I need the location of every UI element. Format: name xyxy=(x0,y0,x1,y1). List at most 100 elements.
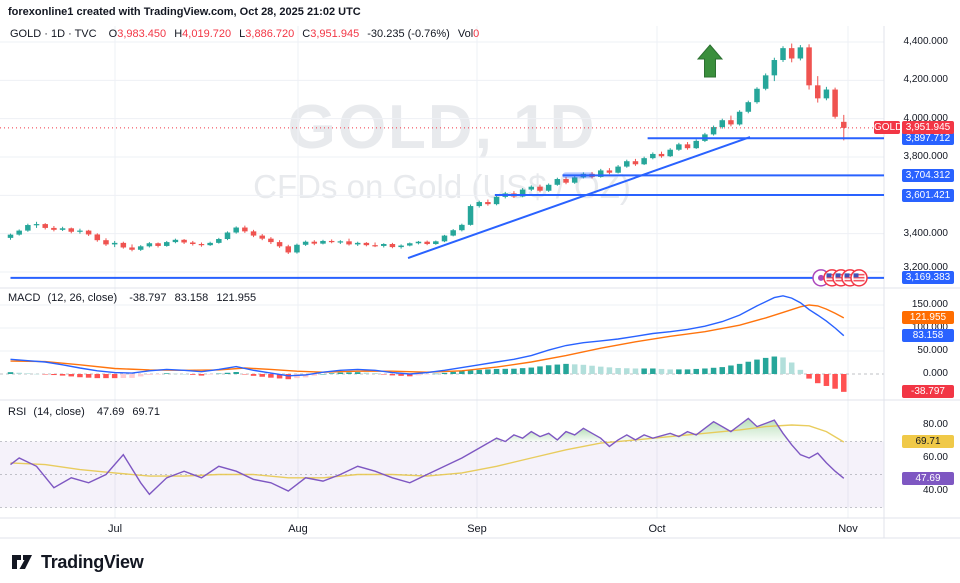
low-label: L xyxy=(239,28,246,40)
current-price-symbol-badge[interactable]: GOLD xyxy=(874,121,903,135)
candle-body xyxy=(320,240,326,244)
macd-histogram-bar xyxy=(337,372,344,374)
close-value: 3,951.945 xyxy=(310,28,360,40)
macd-histogram-bar xyxy=(728,365,734,374)
macd-histogram-bar xyxy=(719,367,726,374)
macd-histogram-bar xyxy=(181,374,187,375)
macd-histogram-bar xyxy=(207,374,213,375)
diagonal-trendline[interactable] xyxy=(407,136,751,259)
macd-histogram-bar xyxy=(841,374,847,392)
macd-histogram-bar xyxy=(242,374,248,375)
macd-histogram-bar xyxy=(33,373,40,375)
candle-body xyxy=(528,186,535,190)
rsi-value-badge[interactable]: 47.69 xyxy=(902,471,954,485)
macd-signal-value: 121.955 xyxy=(216,292,257,304)
rsi-overbought-fill xyxy=(492,438,504,442)
macd-title[interactable]: MACD xyxy=(8,292,41,304)
economic-event-flag-icon[interactable] xyxy=(850,269,868,287)
rsi-value-badge[interactable]: 69.71 xyxy=(902,435,954,449)
macd-histogram-bar xyxy=(129,374,135,378)
candle-body xyxy=(250,231,257,236)
tradingview-logo[interactable]: TradingView xyxy=(10,550,144,574)
price-line-badge[interactable]: 3,169.383 xyxy=(902,271,954,285)
candle-body xyxy=(780,48,786,61)
macd-histogram-bar xyxy=(25,373,31,374)
current-price-badge[interactable]: 3,951.945 xyxy=(902,121,954,135)
rsi-ma-line xyxy=(10,424,845,479)
macd-histogram-bar xyxy=(580,364,587,374)
macd-histogram-bar xyxy=(120,374,127,379)
macd-histogram-bar xyxy=(285,374,292,380)
rsi-value: 47.69 xyxy=(96,406,125,418)
macd-line xyxy=(10,295,845,377)
rsi-legend[interactable]: RSI (14, close) 47.69 69.71 xyxy=(8,406,160,418)
macd-histogram-bar xyxy=(684,369,691,374)
price-line-highlight xyxy=(562,172,594,179)
candle-body xyxy=(51,227,57,230)
macd-signal-line xyxy=(10,304,845,373)
macd-value-badge[interactable]: -38.797 xyxy=(902,385,954,399)
rsi-ma-value: 69.71 xyxy=(132,406,160,418)
candle-body xyxy=(719,120,726,128)
macd-histogram-bar xyxy=(172,373,179,375)
candle-body xyxy=(242,227,248,232)
main-series-legend[interactable]: GOLD · 1D · TVC O3,983.450 H4,019.720 L3… xyxy=(10,28,479,40)
macd-value-badge[interactable]: 121.955 xyxy=(902,311,954,325)
candle-body xyxy=(207,242,213,246)
macd-legend[interactable]: MACD (12, 26, close) -38.797 83.158 121.… xyxy=(8,292,256,304)
candle-body xyxy=(181,239,187,243)
candle-body xyxy=(606,170,613,173)
symbol-title[interactable]: GOLD · 1D · TVC xyxy=(10,28,97,40)
candle-body xyxy=(25,225,31,231)
rsi-title[interactable]: RSI xyxy=(8,406,27,418)
candle-body xyxy=(788,48,795,59)
macd-histogram-bar xyxy=(155,374,161,375)
macd-value-badge[interactable]: 83.158 xyxy=(902,329,954,343)
macd-histogram-bar xyxy=(7,372,14,374)
candle-body xyxy=(632,161,639,165)
candle-body xyxy=(545,184,552,191)
macd-histogram-bar xyxy=(563,363,569,374)
macd-histogram-bar xyxy=(137,374,144,377)
candle-body xyxy=(563,179,569,183)
candle-body xyxy=(823,89,830,99)
candle-body xyxy=(146,243,153,247)
up-arrow-annotation[interactable] xyxy=(696,44,724,78)
candle-body xyxy=(129,247,135,250)
candle-body xyxy=(172,239,179,243)
candle-body xyxy=(302,241,309,245)
macd-histogram-bar xyxy=(85,374,92,378)
macd-histogram-bar xyxy=(268,374,274,378)
macd-histogram-bar xyxy=(94,374,101,379)
candle-body xyxy=(667,149,673,157)
macd-histogram-bar xyxy=(372,373,378,374)
candle-body xyxy=(806,47,812,86)
macd-histogram-bar xyxy=(676,369,682,374)
macd-histogram-bar xyxy=(511,368,517,374)
candle-body xyxy=(311,241,318,244)
candle-body xyxy=(658,153,665,157)
price-line-badge[interactable]: 3,704.312 xyxy=(902,168,954,182)
price-line-badge[interactable]: 3,601.421 xyxy=(902,188,954,202)
open-label: O xyxy=(108,28,118,40)
price-line-badge[interactable]: 3,897.712 xyxy=(902,131,954,145)
candle-body xyxy=(276,242,283,247)
candle-body xyxy=(797,47,804,59)
macd-histogram-bar xyxy=(363,372,370,374)
candle-body xyxy=(450,230,456,236)
macd-histogram-bar xyxy=(51,374,57,376)
macd-histogram-bar xyxy=(606,367,613,374)
macd-histogram-bar xyxy=(554,364,561,374)
macd-histogram-bar xyxy=(441,372,448,374)
macd-histogram-bar xyxy=(190,374,196,375)
macd-histogram-bar xyxy=(519,368,526,374)
candle-body xyxy=(754,88,760,103)
candle-body xyxy=(120,242,127,248)
candle-body xyxy=(415,241,422,244)
candle-body xyxy=(380,244,387,246)
macd-histogram-bar xyxy=(302,374,309,378)
macd-params: (12, 26, close) xyxy=(47,292,118,304)
candle-body xyxy=(441,235,448,242)
macd-histogram-bar xyxy=(528,367,535,374)
